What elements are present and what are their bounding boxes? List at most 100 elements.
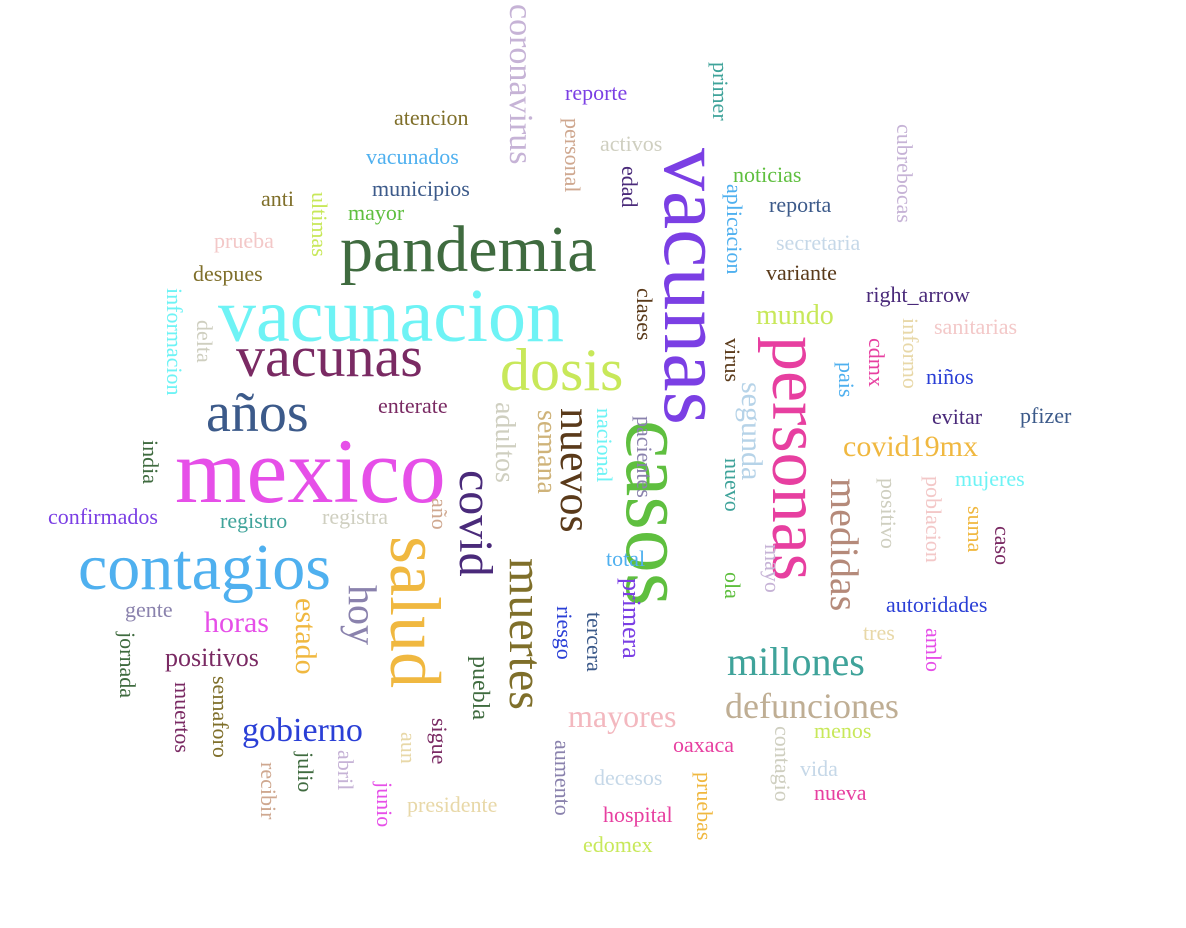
word-sigue: sigue bbox=[427, 718, 452, 765]
word-nuevo: nuevo bbox=[720, 458, 745, 512]
word-puebla: puebla bbox=[467, 656, 493, 720]
word-positivo: positivo bbox=[876, 478, 901, 549]
word-covid19mx: covid19mx bbox=[843, 430, 978, 463]
word-oaxaca: oaxaca bbox=[673, 732, 735, 757]
word-gobierno: gobierno bbox=[242, 712, 363, 749]
word-muertos: muertos bbox=[170, 682, 195, 753]
word-variante: variante bbox=[766, 260, 837, 285]
word-pandemia: pandemia bbox=[340, 213, 597, 286]
word-vida: vida bbox=[800, 756, 838, 781]
word-personal: personal bbox=[560, 118, 585, 193]
word-vacunados: vacunados bbox=[366, 144, 459, 169]
word-ola: ola bbox=[720, 572, 745, 599]
word-evitar: evitar bbox=[932, 404, 983, 429]
word-aun: aun bbox=[396, 732, 421, 764]
word-adultos: adultos bbox=[489, 402, 520, 483]
word-año: año bbox=[427, 498, 452, 530]
word-enterate: enterate bbox=[378, 393, 448, 418]
word-vacunas: vacunas bbox=[236, 324, 423, 389]
word-registra: registra bbox=[322, 504, 388, 529]
word-menos: menos bbox=[814, 718, 872, 743]
word-right_arrow: right_arrow bbox=[866, 282, 970, 307]
word-virus: virus bbox=[720, 338, 745, 382]
word-autoridades: autoridades bbox=[886, 592, 988, 617]
word-anti: anti bbox=[261, 186, 294, 211]
word-semaforo: semaforo bbox=[208, 676, 233, 758]
word-registro: registro bbox=[220, 508, 288, 533]
word-suma: suma bbox=[963, 506, 988, 553]
word-nueva: nueva bbox=[814, 780, 867, 805]
word-hoy: hoy bbox=[340, 585, 385, 645]
word-pruebas: pruebas bbox=[692, 772, 717, 841]
word-niños: niños bbox=[926, 364, 974, 389]
word-reporta: reporta bbox=[769, 192, 832, 217]
word-municipios: municipios bbox=[372, 176, 470, 201]
word-mundo: mundo bbox=[756, 300, 834, 331]
word-mayor: mayor bbox=[348, 200, 405, 225]
word-activos: activos bbox=[600, 131, 663, 156]
word-millones: millones bbox=[727, 639, 865, 684]
word-india: india bbox=[138, 440, 163, 484]
word-cubrebocas: cubrebocas bbox=[892, 124, 917, 223]
word-presidente: presidente bbox=[407, 792, 498, 817]
word-gente: gente bbox=[125, 597, 173, 622]
word-medidas: medidas bbox=[822, 478, 867, 612]
word-ultimas: ultimas bbox=[307, 192, 332, 257]
word-pais: pais bbox=[834, 362, 859, 398]
word-dosis: dosis bbox=[500, 337, 624, 403]
word-informacion: informacion bbox=[162, 288, 187, 396]
word-contagios: contagios bbox=[78, 531, 331, 604]
word-julio: julio bbox=[293, 752, 318, 793]
word-atencion: atencion bbox=[394, 105, 469, 130]
word-mujeres: mujeres bbox=[955, 466, 1025, 491]
word-horas: horas bbox=[204, 606, 269, 639]
word-aplicacion: aplicacion bbox=[722, 184, 747, 275]
word-abril: abril bbox=[333, 750, 358, 791]
word-total: total bbox=[606, 546, 646, 571]
word-contagio: contagio bbox=[770, 726, 795, 802]
word-cdmx: cdmx bbox=[864, 338, 889, 387]
word-primera: primera bbox=[617, 578, 646, 659]
word-clases: clases bbox=[632, 288, 657, 341]
word-hospital: hospital bbox=[603, 802, 673, 827]
word-prueba: prueba bbox=[214, 228, 274, 253]
word-reporte: reporte bbox=[565, 80, 628, 105]
word-defunciones: defunciones bbox=[725, 686, 899, 726]
word-decesos: decesos bbox=[594, 765, 663, 790]
word-edomex: edomex bbox=[583, 832, 653, 857]
word-salud: salud bbox=[375, 536, 455, 688]
word-noticias: noticias bbox=[733, 162, 802, 187]
word-coronavirus: coronavirus bbox=[502, 4, 539, 165]
word-poblacion: poblacion bbox=[921, 476, 946, 563]
word-años: años bbox=[206, 382, 309, 444]
word-vacunacion: vacunacion bbox=[218, 274, 565, 358]
word-junio: junio bbox=[372, 782, 397, 828]
word-tres: tres bbox=[863, 620, 895, 645]
word-mexico: mexico bbox=[175, 420, 446, 522]
word-mayo: mayo bbox=[760, 544, 785, 593]
word-muertes: muertes bbox=[499, 558, 552, 710]
word-edad: edad bbox=[617, 166, 642, 208]
word-primer: primer bbox=[708, 62, 733, 121]
word-positivos: positivos bbox=[165, 643, 259, 672]
word-delta: delta bbox=[192, 320, 217, 363]
word-estado: estado bbox=[289, 598, 322, 675]
word-pacientes: pacientes bbox=[632, 416, 657, 498]
word-secretaria: secretaria bbox=[776, 230, 861, 255]
word-amlo: amlo bbox=[921, 628, 946, 672]
word-caso: caso bbox=[990, 526, 1015, 566]
word-jornada: jornada bbox=[115, 632, 140, 698]
word-despues: despues bbox=[193, 261, 263, 286]
word-tercera: tercera bbox=[582, 612, 607, 672]
word-semana: semana bbox=[531, 410, 562, 494]
word-aumento: aumento bbox=[550, 740, 575, 816]
word-recibir: recibir bbox=[256, 762, 281, 820]
word-mayores: mayores bbox=[568, 698, 677, 734]
word-riesgo: riesgo bbox=[552, 606, 577, 660]
word-informo: informo bbox=[898, 318, 923, 389]
word-confirmados: confirmados bbox=[48, 504, 158, 529]
word-covid: covid bbox=[449, 470, 502, 577]
word-sanitarias: sanitarias bbox=[934, 314, 1018, 339]
word-pfizer: pfizer bbox=[1020, 403, 1072, 428]
